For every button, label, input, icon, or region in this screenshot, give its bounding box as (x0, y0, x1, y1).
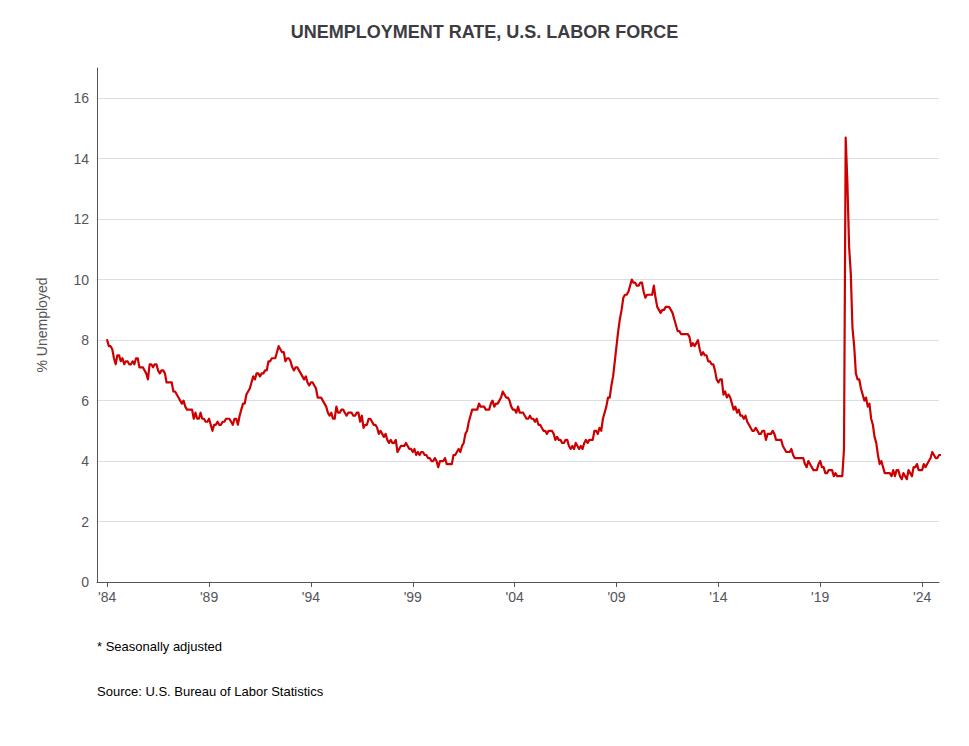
svg-text:'99: '99 (404, 589, 422, 605)
svg-text:'04: '04 (506, 589, 524, 605)
svg-text:6: 6 (81, 393, 89, 409)
svg-text:'14: '14 (709, 589, 727, 605)
svg-text:10: 10 (73, 272, 89, 288)
svg-text:'84: '84 (98, 589, 116, 605)
svg-text:'24: '24 (913, 589, 931, 605)
svg-text:4: 4 (81, 453, 89, 469)
svg-text:'89: '89 (200, 589, 218, 605)
svg-text:16: 16 (73, 90, 89, 106)
svg-text:0: 0 (81, 574, 89, 590)
svg-text:'94: '94 (302, 589, 320, 605)
svg-text:'19: '19 (811, 589, 829, 605)
svg-text:14: 14 (73, 151, 89, 167)
svg-text:% Unemployed: % Unemployed (34, 278, 50, 373)
svg-text:2: 2 (81, 514, 89, 530)
svg-text:'09: '09 (607, 589, 625, 605)
svg-text:UNEMPLOYMENT RATE, U.S. LABOR: UNEMPLOYMENT RATE, U.S. LABOR FORCE (291, 22, 679, 42)
svg-text:* Seasonally adjusted: * Seasonally adjusted (97, 639, 222, 654)
svg-text:8: 8 (81, 332, 89, 348)
svg-text:12: 12 (73, 211, 89, 227)
svg-text:Source: U.S. Bureau of Labor S: Source: U.S. Bureau of Labor Statistics (97, 684, 324, 699)
